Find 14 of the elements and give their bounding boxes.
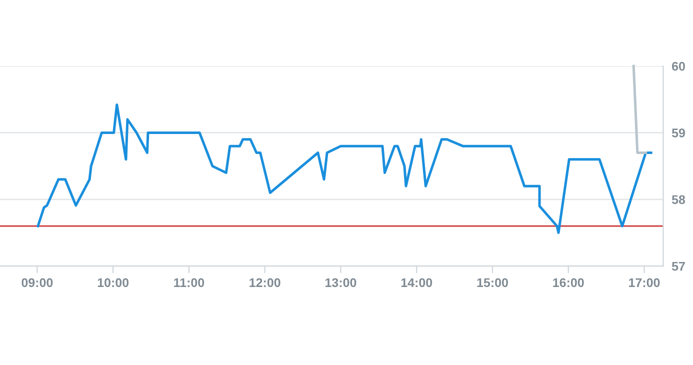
x-tick-label: 17:00 xyxy=(629,278,660,288)
x-tick-label: 15:00 xyxy=(477,278,508,288)
y-tick-label: 58 xyxy=(672,195,686,204)
x-tick-label: 14:00 xyxy=(401,278,432,288)
x-tick-label: 11:00 xyxy=(174,278,204,288)
y-tick-label: 60 xyxy=(672,62,685,71)
x-tick-label: 16:00 xyxy=(553,278,584,288)
line-series xyxy=(36,103,652,234)
x-tick-label: 10:00 xyxy=(98,278,129,288)
y-tick-label: 59 xyxy=(672,128,685,138)
x-tick-label: 12:00 xyxy=(250,278,280,288)
x-tick-label: 13:00 xyxy=(326,278,356,288)
y-tick-label: 57 xyxy=(672,262,685,271)
x-tick-label: 09:00 xyxy=(22,278,53,288)
